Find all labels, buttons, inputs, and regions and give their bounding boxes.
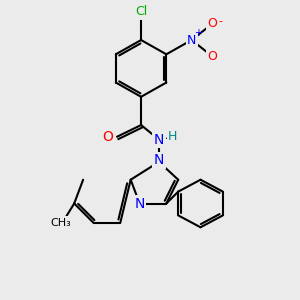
Text: N: N	[187, 34, 196, 46]
Text: O: O	[208, 17, 218, 30]
Text: O: O	[102, 130, 113, 144]
Text: -: -	[219, 16, 223, 26]
Text: CH₃: CH₃	[50, 218, 71, 228]
Text: N: N	[154, 133, 164, 147]
Text: O: O	[208, 50, 218, 63]
Text: +: +	[194, 28, 202, 38]
Text: H: H	[168, 130, 177, 143]
Text: N: N	[134, 196, 145, 211]
Text: Cl: Cl	[135, 5, 147, 18]
Text: N: N	[154, 153, 164, 167]
